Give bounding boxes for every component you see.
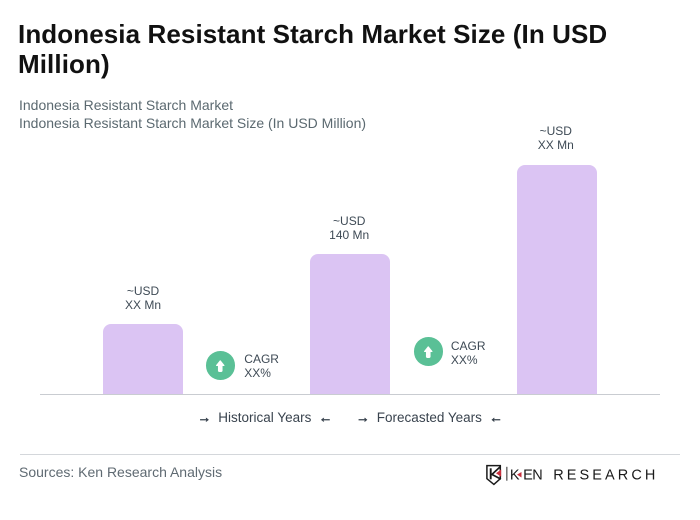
svg-text:N: N [532,468,542,484]
svg-text:RESEARCH: RESEARCH [553,468,655,484]
svg-text:E: E [523,468,533,484]
svg-text:K: K [510,468,520,484]
